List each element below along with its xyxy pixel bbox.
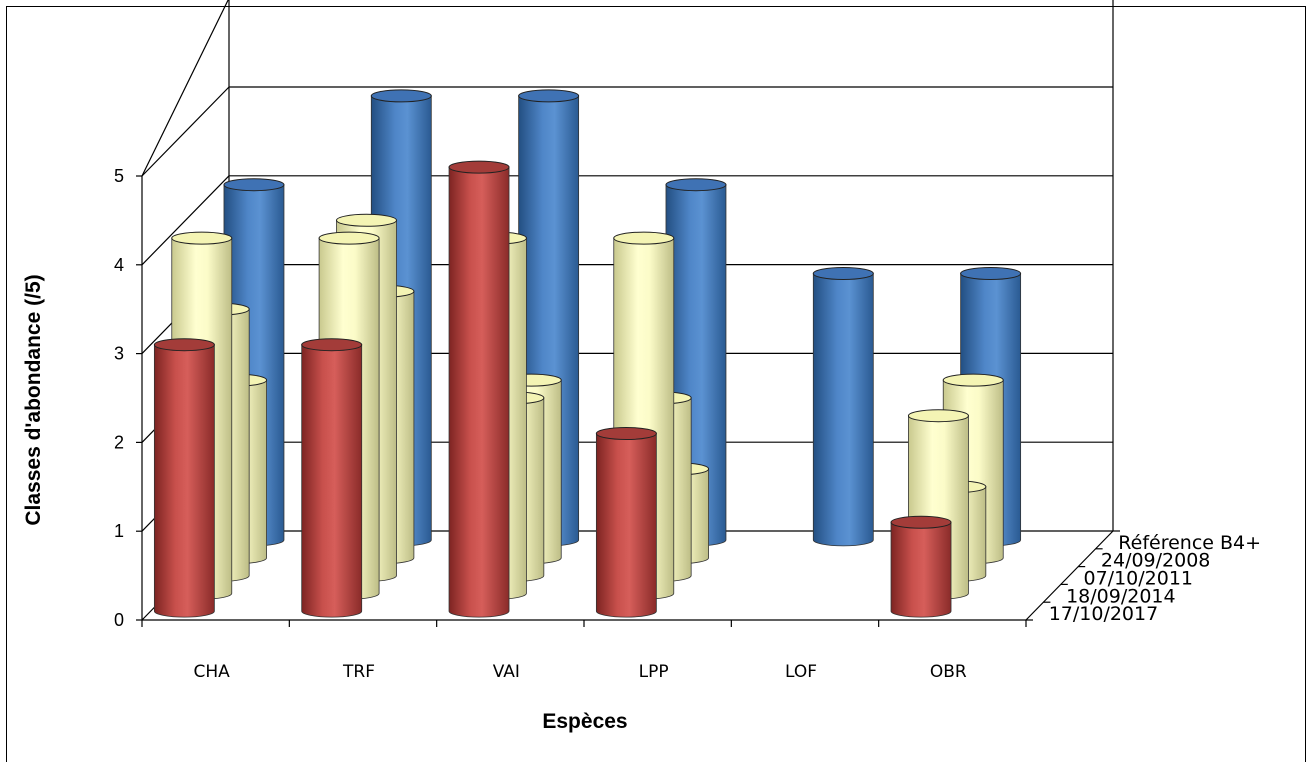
side-wall-top-edge: [141, 0, 229, 177]
y-tick-label: 2: [114, 432, 124, 452]
x-tick-label: LPP: [639, 662, 669, 682]
labels-layer: 0 1 2 3 4 5 CHA TRF VAI LPP LOF OBR 17/10/201718/09/…: [22, 166, 1261, 733]
y-tick-label: 3: [114, 344, 124, 364]
y-tick-label: 0: [114, 610, 124, 630]
bar-OBR-17/10/2017: [890, 515, 952, 618]
series-label: 17/10/2017: [1049, 603, 1159, 625]
series-label: 18/09/2014: [1066, 585, 1176, 607]
x-tick-label: TRF: [342, 662, 375, 682]
y-tick-label: 1: [114, 521, 124, 541]
series-label: 07/10/2011: [1084, 568, 1194, 590]
x-tick-label: VAI: [493, 662, 520, 682]
side-gridline: [141, 175, 230, 266]
y-axis-title: Classes d'abondance (/5): [22, 274, 45, 525]
y-tick-label: 5: [114, 166, 124, 186]
x-tick-label: LOF: [785, 662, 817, 682]
bar-LPP-17/10/2017: [595, 427, 657, 618]
x-axis-title: Espèces: [542, 710, 627, 733]
y-tick-label: 4: [114, 255, 124, 275]
side-gridline: [141, 86, 230, 177]
bars-layer: [153, 89, 1022, 618]
bar-LOF-Référence B4+: [812, 267, 874, 547]
series-label: 24/09/2008: [1101, 550, 1211, 572]
depth-axis-line: [1025, 530, 1114, 621]
bar-CHA-17/10/2017: [153, 338, 215, 618]
chart-frame: [6, 6, 1306, 762]
bar-VAI-17/10/2017: [448, 160, 510, 618]
x-tick-label: OBR: [930, 662, 967, 682]
bar-TRF-17/10/2017: [301, 338, 363, 618]
series-label: Référence B4+: [1118, 532, 1261, 554]
x-tick-label: CHA: [194, 662, 231, 682]
